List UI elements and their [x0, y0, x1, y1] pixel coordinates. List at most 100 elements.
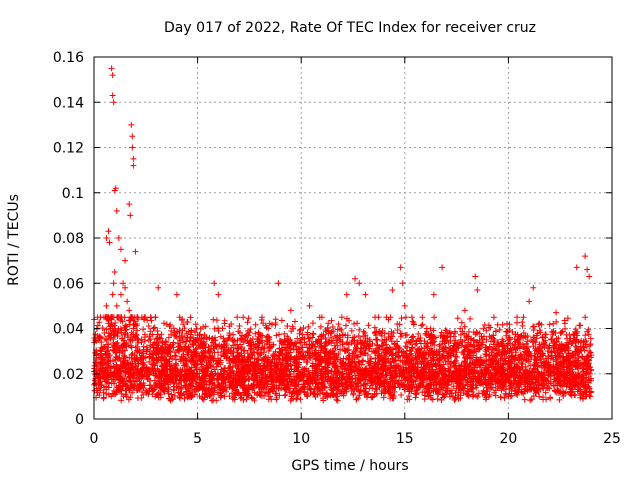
background-point — [584, 379, 591, 386]
background-point — [383, 358, 390, 365]
background-point — [529, 369, 536, 376]
background-point — [570, 331, 577, 338]
background-point — [492, 328, 499, 335]
background-point — [240, 391, 247, 398]
background-point — [168, 391, 175, 398]
background-point — [424, 388, 431, 395]
background-point — [380, 339, 387, 346]
background-point — [296, 388, 303, 395]
background-point — [568, 392, 575, 399]
background-point — [278, 368, 285, 375]
background-point — [181, 395, 188, 402]
background-point — [417, 358, 424, 365]
background-point — [587, 349, 594, 356]
background-point — [324, 360, 331, 367]
background-point — [266, 345, 273, 352]
background-point — [474, 393, 481, 400]
background-point — [249, 395, 256, 402]
background-point — [408, 388, 415, 395]
background-point — [401, 386, 408, 393]
background-point — [92, 349, 99, 356]
background-point — [564, 315, 571, 322]
background-point — [329, 337, 336, 344]
background-point — [555, 376, 562, 383]
background-point — [432, 362, 439, 369]
background-point — [159, 353, 166, 360]
background-point — [385, 316, 392, 323]
background-point — [506, 334, 513, 341]
background-point — [380, 346, 387, 353]
background-point — [293, 389, 300, 396]
background-point — [121, 352, 128, 359]
background-point — [419, 314, 426, 321]
background-point — [366, 362, 373, 369]
background-point — [534, 378, 541, 385]
background-point — [300, 356, 307, 363]
background-point — [220, 348, 227, 355]
background-point — [147, 369, 154, 376]
background-point — [555, 335, 562, 342]
background-point — [378, 332, 385, 339]
background-point — [361, 330, 368, 337]
background-point — [139, 373, 146, 380]
background-point — [138, 339, 145, 346]
background-point — [270, 341, 277, 348]
background-point — [464, 387, 471, 394]
background-point — [169, 341, 176, 348]
background-point — [117, 386, 124, 393]
background-point — [520, 329, 527, 336]
background-point — [390, 346, 397, 353]
background-point — [519, 375, 526, 382]
background-point — [407, 339, 414, 346]
background-point — [424, 374, 431, 381]
background-point — [483, 327, 490, 334]
background-point — [291, 368, 298, 375]
background-point — [428, 332, 435, 339]
background-point — [467, 315, 474, 322]
background-point — [398, 315, 405, 322]
background-point — [482, 380, 489, 387]
background-point — [304, 359, 311, 366]
background-point — [305, 323, 312, 330]
background-point — [543, 342, 550, 349]
background-point — [110, 387, 117, 394]
background-point — [345, 383, 352, 390]
background-point — [133, 374, 140, 381]
background-point — [132, 358, 139, 365]
background-point — [388, 338, 395, 345]
background-point — [583, 343, 590, 350]
background-point — [301, 388, 308, 395]
background-point — [165, 334, 172, 341]
background-point — [445, 368, 452, 375]
background-point — [220, 335, 227, 342]
background-point — [283, 372, 290, 379]
background-point — [417, 382, 424, 389]
background-point — [473, 339, 480, 346]
background-point — [319, 395, 326, 402]
background-point — [217, 386, 224, 393]
background-point — [398, 349, 405, 356]
background-point — [365, 390, 372, 397]
background-point — [134, 327, 141, 334]
background-point — [454, 315, 461, 322]
background-point — [264, 341, 271, 348]
background-point — [183, 383, 190, 390]
background-point — [399, 372, 406, 379]
background-point — [210, 316, 217, 323]
background-point — [346, 360, 353, 367]
background-point — [268, 366, 275, 373]
background-point — [437, 386, 444, 393]
background-point — [160, 385, 167, 392]
background-point — [143, 388, 150, 395]
background-point — [530, 327, 537, 334]
background-point — [207, 377, 214, 384]
background-point — [469, 388, 476, 395]
background-point — [98, 381, 105, 388]
background-point — [309, 320, 316, 327]
background-point — [171, 380, 178, 387]
background-point — [452, 357, 459, 364]
background-point — [498, 364, 505, 371]
background-point — [415, 346, 422, 353]
background-point — [346, 352, 353, 359]
background-point — [218, 343, 225, 350]
